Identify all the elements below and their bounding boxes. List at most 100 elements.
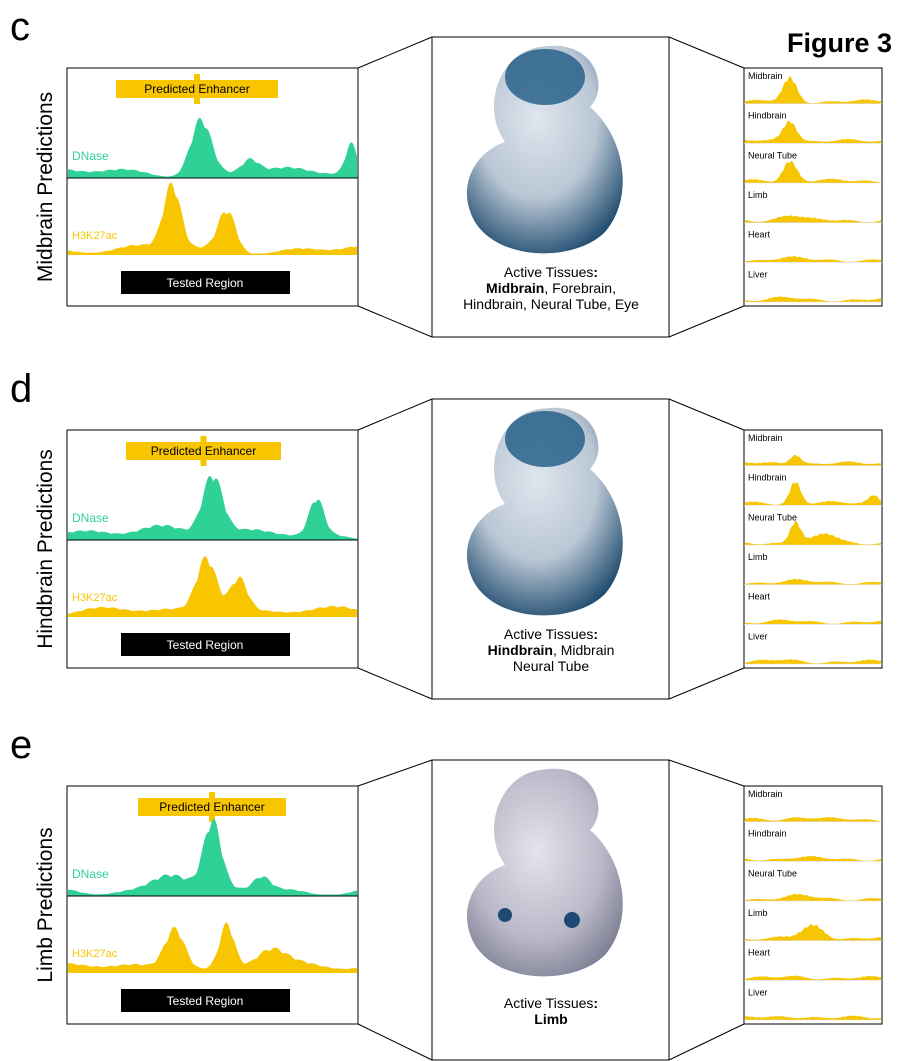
signal-track (745, 296, 881, 302)
enhancer-notch (209, 792, 215, 822)
track-label: H3K27ac (72, 230, 118, 242)
tissue-label: Liver (748, 269, 768, 279)
connector (357, 667, 433, 700)
panel-letter: e (10, 723, 32, 767)
connector (668, 1023, 745, 1061)
signal-track (68, 922, 357, 973)
connector (668, 36, 745, 69)
connector (357, 398, 433, 431)
signal-track (745, 482, 881, 506)
active-tissue-text: : (593, 626, 598, 642)
stain (505, 411, 585, 467)
tested-region-bar (121, 633, 290, 656)
enhancer-notch (194, 74, 200, 104)
active-tissue-text: , Forebrain, (544, 280, 616, 296)
tested-region-label: Tested Region (167, 994, 244, 1008)
side-label: Limb Predictions (34, 827, 57, 982)
figure-label: Figure 3 (787, 28, 892, 58)
tissue-label: Heart (748, 948, 771, 958)
tested-region-bar (121, 989, 290, 1012)
signal-track (745, 975, 881, 981)
embryo-body (466, 45, 623, 254)
enhancer-label: Predicted Enhancer (151, 444, 256, 458)
active-tissue-text: Hindbrain (488, 642, 553, 658)
track-label: H3K27ac (72, 592, 118, 604)
connector (668, 667, 745, 700)
side-label: Midbrain Predictions (34, 92, 57, 282)
panel-box (66, 67, 359, 307)
signal-track (745, 256, 881, 263)
embryo-image (466, 768, 623, 977)
signal-track (68, 556, 357, 617)
track-label: H3K27ac (72, 948, 118, 960)
active-tissue-text: : (593, 995, 598, 1011)
active-tissue-text: Active Tissues (504, 626, 593, 642)
active-tissue-text: Active Tissues (504, 264, 593, 280)
active-tissues-line: Hindbrain, Neural Tube, Eye (463, 296, 639, 312)
active-tissues-line: Midbrain, Forebrain, (486, 280, 616, 296)
panel-box (66, 429, 359, 669)
signal-track (745, 520, 881, 545)
stain (564, 912, 580, 928)
signal-track (68, 182, 357, 255)
tissue-label: Liver (748, 987, 768, 997)
stain (498, 908, 512, 922)
tested-region-bar (121, 271, 290, 294)
tissue-label: Neural Tube (748, 150, 797, 160)
tissue-label: Liver (748, 631, 768, 641)
active-tissue-text: Limb (534, 1011, 567, 1027)
tissue-label: Limb (748, 552, 768, 562)
signal-track (745, 578, 881, 585)
active-tissue-text: Neural Tube (513, 658, 589, 674)
tissue-label: Limb (748, 190, 768, 200)
signal-track (745, 120, 881, 144)
signal-track (745, 659, 881, 664)
active-tissue-text: Hindbrain, Neural Tube, Eye (463, 296, 639, 312)
tissue-label: Neural Tube (748, 512, 797, 522)
tested-region-label: Tested Region (167, 276, 244, 290)
connector (668, 398, 745, 431)
signal-track (68, 117, 357, 178)
signal-track (68, 476, 357, 540)
connector (668, 305, 745, 338)
stain (505, 49, 585, 105)
signal-track (745, 817, 881, 822)
signal-track (745, 893, 881, 901)
connector (357, 305, 433, 338)
panel-box (743, 429, 883, 669)
connector (668, 759, 745, 787)
panel-box (743, 67, 883, 307)
active-tissues-line: Limb (534, 1011, 567, 1027)
active-tissue-text: Midbrain (486, 280, 544, 296)
enhancer-notch (200, 436, 207, 466)
tissue-label: Hindbrain (748, 473, 787, 483)
active-tissues-line: Active Tissues: (504, 995, 598, 1011)
track-label: DNase (72, 867, 109, 881)
active-tissues-line: Active Tissues: (504, 264, 598, 280)
connector (357, 36, 433, 69)
active-tissue-text: : (593, 264, 598, 280)
embryo-image (466, 45, 623, 254)
embryo-image (466, 407, 623, 616)
tissue-label: Neural Tube (748, 868, 797, 878)
signal-track (745, 160, 881, 183)
panel-box (431, 398, 670, 700)
panel-box (66, 785, 359, 1025)
active-tissues-line: Neural Tube (513, 658, 589, 674)
tissue-label: Limb (748, 908, 768, 918)
tissue-label: Midbrain (748, 433, 783, 443)
tissue-label: Hindbrain (748, 111, 787, 121)
tissue-label: Heart (748, 230, 771, 240)
panel-letter: d (10, 367, 32, 411)
embryo-body (466, 407, 623, 616)
signal-track (745, 76, 881, 104)
active-tissues-line: Hindbrain, Midbrain (488, 642, 615, 658)
active-tissue-text: Active Tissues (504, 995, 593, 1011)
signal-track (68, 818, 357, 896)
panel-box (431, 36, 670, 338)
connector (357, 759, 433, 787)
track-label: DNase (72, 149, 109, 163)
panel-box (743, 785, 883, 1025)
signal-track (745, 619, 881, 625)
tissue-label: Midbrain (748, 789, 783, 799)
